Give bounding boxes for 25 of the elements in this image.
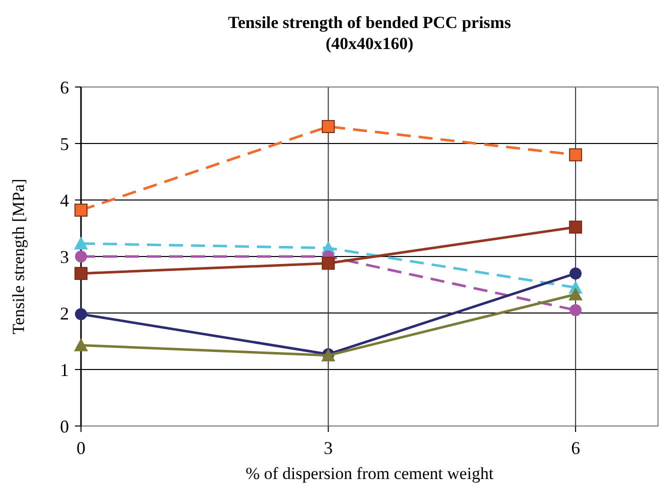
point: [570, 267, 582, 280]
y-tick-label: 5: [60, 134, 69, 154]
x-tick-label: 0: [76, 438, 86, 458]
y-tick-label: 1: [60, 360, 69, 380]
chart-title: Tensile strength of bended PCC prisms (40x40x160): [228, 13, 512, 53]
point: [75, 308, 87, 320]
point: [322, 256, 335, 270]
y-tick-label: 6: [60, 77, 69, 98]
y-tick-label: 4: [60, 190, 69, 210]
point: [74, 266, 88, 280]
x-axis-title: % of dispersion from cement weight: [246, 464, 494, 483]
y-tick-label: 0: [60, 416, 69, 436]
y-axis-title: Tensile strength [MPa]: [9, 178, 28, 334]
point: [568, 287, 583, 300]
point: [569, 148, 582, 162]
point: [74, 204, 88, 217]
point: [570, 304, 582, 316]
x-tick-label: 3: [324, 438, 333, 458]
point: [74, 236, 88, 250]
y-tick-label: 2: [60, 303, 69, 324]
point: [74, 338, 88, 352]
x-tick-label: 6: [571, 438, 580, 458]
point: [569, 220, 582, 234]
point: [322, 120, 335, 134]
y-tick-label: 3: [60, 246, 69, 267]
